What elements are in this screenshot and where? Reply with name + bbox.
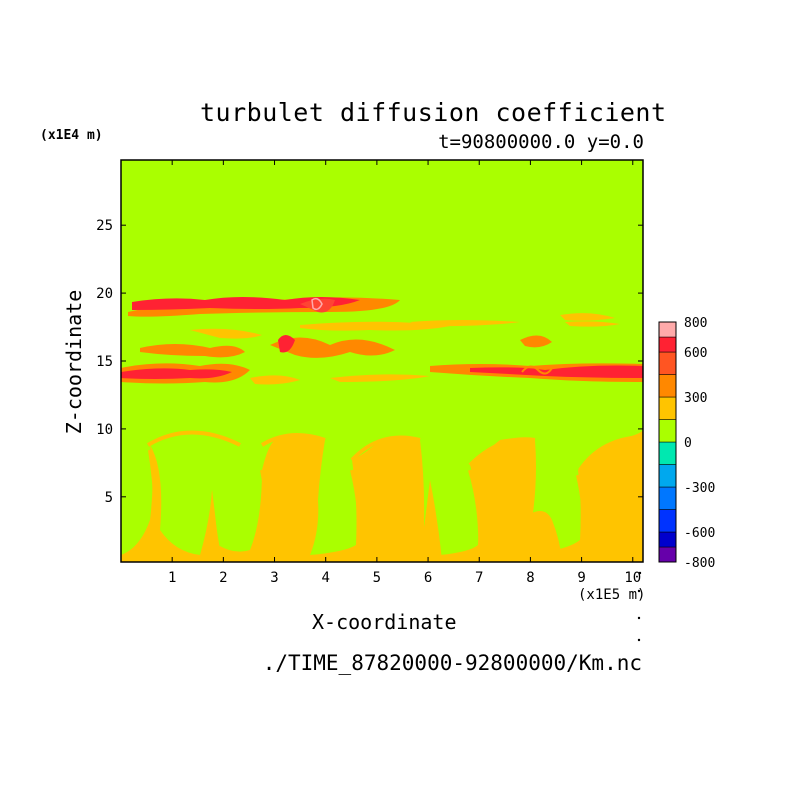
lower-convective-cells bbox=[121, 430, 643, 562]
colorbar-cell bbox=[658, 509, 677, 533]
contour-cell bbox=[205, 490, 222, 560]
colorbar: 800 600 300 0 -300 -600 -800 bbox=[658, 316, 715, 571]
colorbar-label: 800 bbox=[684, 316, 707, 331]
colorbar-label: 600 bbox=[684, 346, 707, 361]
x-axis-label: X-coordinate bbox=[312, 610, 457, 634]
colorbar-label: 300 bbox=[684, 391, 707, 406]
lower-layer-band bbox=[121, 363, 643, 385]
colorbar-cell bbox=[658, 419, 677, 443]
colorbar-label: -300 bbox=[684, 481, 715, 496]
upper-layer-band bbox=[128, 297, 620, 327]
plot-area: 1 2 3 4 5 6 7 8 9 10 5 10 15 20 25 bbox=[96, 159, 644, 586]
colorbar-cell bbox=[658, 441, 677, 465]
colorbar-label: -800 bbox=[684, 556, 715, 571]
y-axis-label: Z-coordinate bbox=[62, 289, 86, 435]
lower-cell-arcs bbox=[146, 430, 641, 556]
x-tick-label: 9 bbox=[577, 570, 585, 586]
contour-cell bbox=[515, 511, 562, 560]
x-tick-labels: 1 2 3 4 5 6 7 8 9 10 bbox=[168, 570, 641, 586]
contour-cell bbox=[121, 430, 643, 562]
y-tick-label: 15 bbox=[96, 354, 113, 370]
colorbar-cell bbox=[658, 464, 677, 488]
x-axis-ticks bbox=[171, 160, 634, 562]
colorbar-label: -600 bbox=[684, 526, 715, 541]
mid-layer-band bbox=[140, 313, 615, 358]
x-tick-label: 10 bbox=[624, 570, 641, 586]
colorbar-cell bbox=[658, 546, 677, 563]
x-tick-label: 4 bbox=[321, 570, 329, 586]
y-tick-label: 25 bbox=[96, 218, 113, 234]
x-tick-label: 6 bbox=[424, 570, 432, 586]
chart-subtitle: t=90800000.0 y=0.0 bbox=[438, 131, 644, 153]
x-tick-label: 8 bbox=[526, 570, 534, 586]
contour-cell bbox=[630, 485, 643, 560]
colorbar-cell bbox=[658, 336, 677, 353]
y-tick-label: 5 bbox=[105, 490, 113, 506]
x-axis-unit: (x1E5 m) bbox=[578, 587, 646, 603]
colorbar-cell bbox=[658, 531, 677, 548]
x-tick-label: 5 bbox=[373, 570, 381, 586]
chart-title: turbulet diffusion coefficient bbox=[200, 98, 667, 127]
colorbar-cell bbox=[658, 321, 677, 338]
decorative-marks bbox=[637, 571, 642, 642]
colorbar-cell bbox=[658, 374, 677, 398]
source-filename: ./TIME_87820000-92800000/Km.nc bbox=[262, 651, 642, 675]
colorbar-label: 0 bbox=[684, 436, 692, 451]
x-tick-label: 1 bbox=[168, 570, 176, 586]
colorbar-cell bbox=[658, 486, 677, 510]
contour-cell bbox=[420, 480, 442, 560]
x-tick-label: 3 bbox=[270, 570, 278, 586]
y-axis-unit: (x1E4 m) bbox=[40, 128, 103, 143]
y-tick-labels: 5 10 15 20 25 bbox=[96, 218, 113, 506]
y-tick-label: 10 bbox=[96, 422, 113, 438]
colorbar-cell bbox=[658, 396, 677, 420]
x-tick-label: 7 bbox=[475, 570, 483, 586]
y-axis-ticks bbox=[121, 224, 643, 498]
x-tick-label: 2 bbox=[219, 570, 227, 586]
y-tick-label: 20 bbox=[96, 286, 113, 302]
colorbar-cell bbox=[658, 351, 677, 375]
